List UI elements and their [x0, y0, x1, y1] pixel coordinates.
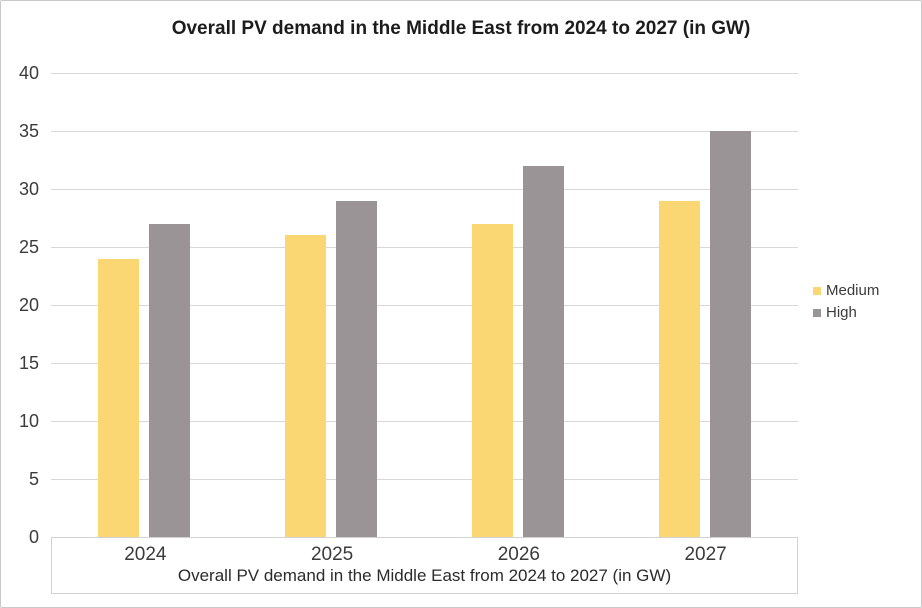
gridline — [51, 479, 798, 480]
x-axis-tick-label: 2026 — [497, 544, 541, 565]
x-axis-box: 2024 2025 2026 2027 Overall PV demand in th… — [51, 537, 798, 594]
legend-label: High — [826, 304, 857, 321]
gridline — [51, 305, 798, 306]
legend-item-medium: Medium — [813, 283, 879, 298]
y-axis-tick-label: 25 — [18, 237, 39, 257]
gridline — [51, 131, 798, 132]
bar-medium-2025 — [285, 235, 327, 537]
x-axis-tick-label: 2024 — [124, 544, 167, 565]
y-axis-tick-label: 15 — [18, 353, 39, 373]
legend-item-high: High — [813, 305, 879, 320]
gridline — [51, 189, 798, 190]
x-axis-title: Overall PV demand in the Middle East fro… — [177, 566, 672, 585]
legend: Medium High — [813, 283, 879, 320]
gridline — [51, 363, 798, 364]
y-axis-tick-label: 5 — [28, 469, 39, 489]
gridline — [51, 421, 798, 422]
bar-high-2026 — [522, 165, 564, 537]
x-axis-tick-label: 2025 — [310, 544, 354, 565]
plot-area: 0 5 10 15 20 25 30 35 40 — [19, 63, 798, 547]
legend-swatch-medium — [813, 286, 821, 295]
bar-high-2024 — [149, 223, 191, 537]
gridline — [51, 73, 798, 74]
bar-high-2027 — [709, 131, 751, 537]
bar-medium-2026 — [471, 223, 513, 537]
bar-medium-2027 — [658, 200, 700, 537]
y-axis-tick-label: 0 — [28, 527, 39, 547]
gridline — [51, 247, 798, 248]
y-axis-tick-label: 35 — [18, 121, 39, 141]
bar-high-2025 — [336, 200, 378, 537]
legend-swatch-high — [813, 308, 821, 317]
bar-medium-2024 — [98, 258, 140, 537]
y-axis-tick-label: 40 — [18, 63, 39, 83]
x-axis-tick-label: 2027 — [684, 544, 727, 565]
legend-label: Medium — [826, 282, 880, 299]
chart-title: Overall PV demand in the Middle East fro… — [171, 18, 751, 39]
y-axis-tick-label: 20 — [18, 295, 39, 315]
y-axis-tick-label: 30 — [18, 179, 39, 199]
y-axis-tick-label: 10 — [18, 411, 39, 431]
